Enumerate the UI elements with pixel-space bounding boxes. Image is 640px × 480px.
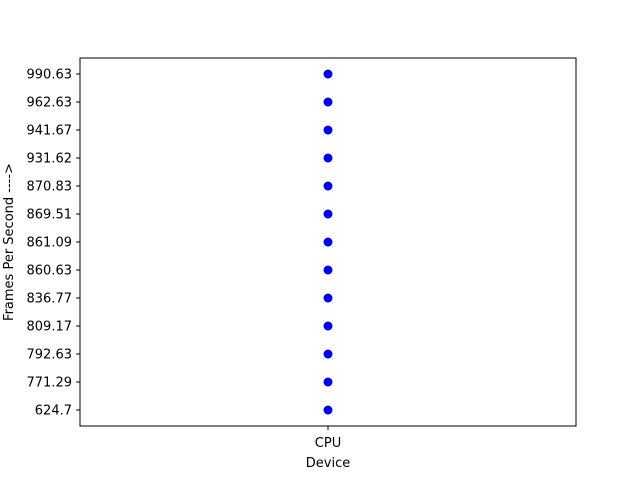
data-point <box>323 377 333 387</box>
y-tick-label: 870.83 <box>27 180 73 195</box>
data-point <box>323 349 333 359</box>
data-points <box>323 69 333 415</box>
y-tick-label: 962.63 <box>27 96 73 111</box>
plot-frame <box>79 57 577 427</box>
y-tick-label: 792.63 <box>27 348 73 363</box>
y-tick-label: 869.51 <box>27 208 73 223</box>
data-point <box>323 69 333 79</box>
x-tick-label: CPU <box>315 436 341 451</box>
data-point <box>323 209 333 219</box>
y-axis-ticks: 624.7 771.29 792.63 809.17 836.77 860.63 861.0… <box>27 68 80 419</box>
data-point <box>323 181 333 191</box>
y-tick-label: 836.77 <box>27 292 73 307</box>
y-tick-label: 860.63 <box>27 264 73 279</box>
y-tick-label: 771.29 <box>27 376 73 391</box>
y-tick-label: 809.17 <box>27 320 73 335</box>
x-axis-ticks: CPU <box>315 426 341 451</box>
y-tick-label: 990.63 <box>27 68 73 83</box>
data-point <box>323 405 333 415</box>
data-point <box>323 293 333 303</box>
data-point <box>323 265 333 275</box>
y-tick-label: 931.62 <box>27 152 73 167</box>
data-point <box>323 97 333 107</box>
data-point <box>323 321 333 331</box>
data-point <box>323 237 333 247</box>
x-axis-label: Device <box>306 456 350 471</box>
y-axis-label: Frames Per Second ----> <box>2 163 17 321</box>
y-tick-label: 861.09 <box>27 236 73 251</box>
y-tick-label: 941.67 <box>27 124 73 139</box>
data-point <box>323 153 333 163</box>
y-tick-label: 624.7 <box>35 404 72 419</box>
data-point <box>323 125 333 135</box>
